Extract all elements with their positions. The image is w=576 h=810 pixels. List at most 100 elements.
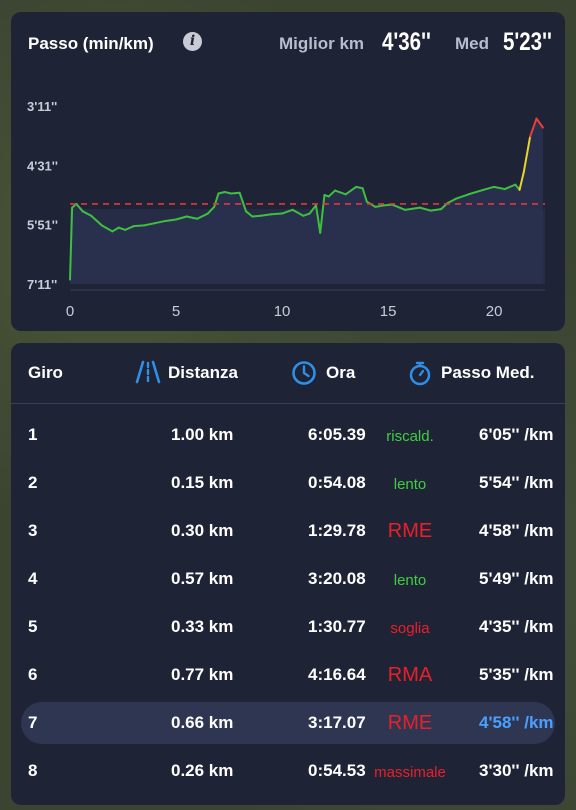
stopwatch-icon: [409, 361, 431, 386]
y-tick-label: 5'51'': [27, 218, 58, 233]
lap-time: 1:29.78: [308, 521, 366, 540]
lap-distance: 0.66 km: [171, 713, 234, 732]
pace-segment: [503, 183, 517, 191]
lap-zone: lento: [393, 572, 427, 589]
lap-distance: 0.57 km: [171, 569, 234, 588]
header-time: Ora: [326, 363, 356, 382]
lap-time: 0:54.53: [308, 761, 366, 780]
pace-segment: [196, 212, 209, 220]
pace-segment: [251, 214, 262, 218]
header-distance: Distanza: [168, 363, 238, 382]
lap-distance: 0.77 km: [171, 665, 234, 684]
average-pace-label: Med: [455, 34, 489, 53]
pace-segment: [319, 194, 326, 234]
lap-pace: 3'30'' /km: [479, 761, 554, 780]
average-pace-value: 5'23'': [503, 28, 552, 56]
lap-number: 4: [28, 569, 38, 588]
y-tick-label: 7'11'': [27, 277, 57, 292]
table-row[interactable]: 8 0.26 km 0:54.53 massimale 3'30'' /km: [21, 750, 555, 792]
table-row[interactable]: 4 0.57 km 3:20.08 lento 5'49'' /km: [21, 558, 555, 600]
lap-distance: 0.15 km: [171, 473, 234, 492]
pace-segment: [327, 189, 337, 198]
pace-segment: [164, 218, 178, 222]
lap-number: 1: [28, 425, 38, 444]
pace-segment: [238, 191, 248, 213]
lap-pace: 6'05'' /km: [479, 425, 554, 444]
pace-segment: [100, 224, 114, 233]
header-lap: Giro: [28, 363, 63, 382]
lap-time: 4:16.64: [308, 665, 366, 684]
pace-segment: [75, 202, 84, 213]
lap-pace: 5'54'' /km: [479, 473, 554, 492]
pace-segment: [314, 204, 322, 234]
pace-segment: [124, 225, 135, 231]
pace-segment: [217, 191, 226, 195]
pace-segment: [522, 135, 532, 174]
lap-pace: 4'58'' /km: [479, 521, 554, 540]
x-tick-label: 15: [380, 303, 397, 320]
lap-number: 3: [28, 521, 38, 540]
lap-pace: 5'35'' /km: [479, 665, 554, 684]
pace-chart-card: Passo (min/km) i Miglior km 4'36'' Med 5…: [11, 12, 565, 331]
pace-title: Passo (min/km): [28, 34, 154, 53]
pace-segment: [206, 205, 216, 215]
lap-zone: lento: [393, 476, 427, 493]
lap-number: 2: [28, 473, 38, 492]
pace-chart[interactable]: 3'11'' 4'31'' 5'51'' 7'11'' 0 5 10 15 20: [11, 82, 565, 331]
x-tick-label: 0: [66, 303, 74, 320]
lap-zone: riscald.: [386, 428, 434, 445]
table-row[interactable]: 6 0.77 km 4:16.64 RMA 5'35'' /km: [21, 654, 555, 696]
lap-distance: 0.33 km: [171, 617, 234, 636]
pace-segment: [291, 208, 305, 217]
pace-segment: [175, 215, 188, 221]
lap-pace: 4'58'' /km: [479, 713, 554, 732]
pace-segment: [454, 193, 470, 200]
table-row[interactable]: 1 1.00 km 6:05.39 riscald. 6'05'' /km: [21, 414, 555, 456]
lap-distance: 0.30 km: [171, 521, 234, 540]
pace-segment: [111, 226, 120, 233]
pace-segment: [529, 117, 538, 138]
clock-icon: [292, 361, 316, 385]
pace-segment: [230, 191, 241, 195]
lap-time: 3:20.08: [308, 569, 366, 588]
pace-segment: [245, 210, 254, 218]
pace-header: Passo (min/km) i Miglior km 4'36'' Med 5…: [11, 12, 565, 74]
lap-pace: 4'35'' /km: [479, 617, 554, 636]
pace-segment: [518, 171, 525, 191]
lap-zone: RMA: [387, 664, 433, 686]
table-row[interactable]: 5 0.33 km 1:30.77 soglia 4'35'' /km: [21, 606, 555, 648]
pace-segment: [374, 204, 385, 208]
laps-table-header: Giro Distanza Ora Passo Med.: [11, 343, 565, 404]
pace-segment: [482, 185, 496, 191]
pace-segment: [334, 189, 347, 196]
best-km-value: 4'36'': [382, 28, 431, 56]
pace-segment: [281, 208, 294, 215]
pace-segment: [223, 191, 233, 195]
pace-segment: [90, 214, 103, 227]
header-pace: Passo Med.: [441, 363, 535, 382]
lap-zone: soglia: [390, 620, 430, 637]
pace-segment: [143, 222, 156, 227]
pace-segment: [404, 206, 421, 211]
pace-segment: [429, 208, 443, 212]
pace-segment: [361, 187, 368, 203]
pace-segment: [117, 226, 127, 231]
lap-distance: 1.00 km: [171, 425, 234, 444]
table-row[interactable]: 7 0.66 km 3:17.07 RME 4'58'' /km: [21, 702, 555, 744]
y-tick-label: 3'11'': [27, 99, 57, 114]
pace-segment: [344, 185, 358, 196]
pace-segment: [69, 206, 74, 281]
pace-segment: [467, 188, 485, 196]
table-row[interactable]: 2 0.15 km 0:54.08 lento 5'54'' /km: [21, 462, 555, 504]
lap-time: 6:05.39: [308, 425, 366, 444]
pace-segment: [382, 203, 394, 207]
table-row[interactable]: 3 0.30 km 1:29.78 RME 4'58'' /km: [21, 510, 555, 552]
lap-distance: 0.26 km: [171, 761, 234, 780]
pace-segment: [259, 213, 273, 217]
info-icon[interactable]: i: [183, 32, 202, 51]
lap-time: 3:17.07: [308, 713, 366, 732]
lap-number: 5: [28, 617, 38, 636]
pace-segment: [446, 197, 457, 205]
pace-segment: [355, 185, 364, 190]
x-tick-label: 10: [274, 303, 291, 320]
